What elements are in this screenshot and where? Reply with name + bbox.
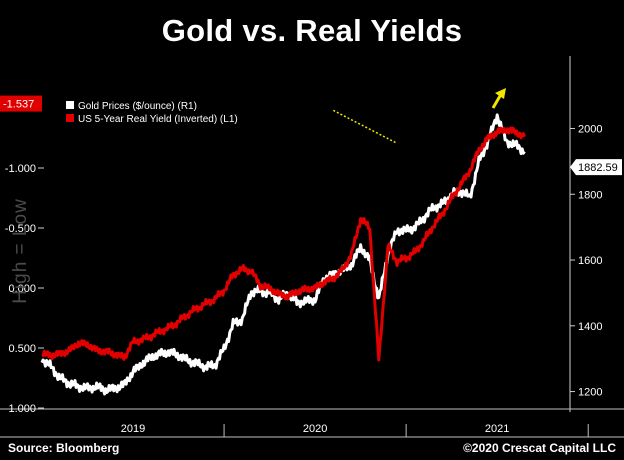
right-tick-label: 1800 (578, 189, 602, 201)
left-last-value-badge (0, 95, 42, 112)
legend-label-yield: US 5-Year Real Yield (Inverted) (L1) (78, 114, 238, 125)
right-tick-label: 1400 (578, 321, 602, 333)
title-band: Gold vs. Real Yields (0, 0, 624, 62)
right-tick-label: 1200 (578, 387, 602, 399)
x-tick-label: 2021 (485, 423, 509, 435)
legend-swatch-gold (66, 101, 74, 109)
right-tick-label: 2000 (578, 123, 602, 135)
copyright-note: ©2020 Crescat Capital LLC (463, 441, 616, 455)
legend-swatch-yield (66, 114, 74, 122)
left-last-value-text: -1.537 (3, 99, 34, 111)
side-watermark-label: High = Low (9, 198, 31, 304)
right-tick-label: 1600 (578, 255, 602, 267)
left-tick-label: 0.000 (8, 283, 36, 295)
yellow-trendline (332, 109, 398, 144)
legend-label-gold: Gold Prices ($/ounce) (R1) (78, 101, 197, 112)
right-last-value-text: 1882.59 (578, 162, 618, 174)
left-tick-label: 0.500 (8, 343, 36, 355)
left-tick-label: -1.000 (5, 163, 36, 175)
x-tick-label: 2020 (303, 423, 327, 435)
chart-title: Gold vs. Real Yields (161, 13, 463, 48)
yellow-arrow-head (495, 88, 506, 99)
left-tick-label: -0.500 (5, 223, 36, 235)
real-yield-series-line (41, 126, 526, 362)
left-tick-label: 1.000 (8, 403, 36, 415)
source-note: Source: Bloomberg (8, 441, 120, 455)
right-last-value-badge (570, 159, 622, 176)
legend-box (62, 98, 258, 126)
gold-price-series-line (40, 113, 526, 396)
x-tick-label: 2019 (121, 423, 145, 435)
yellow-arrow-shaft (491, 95, 502, 109)
